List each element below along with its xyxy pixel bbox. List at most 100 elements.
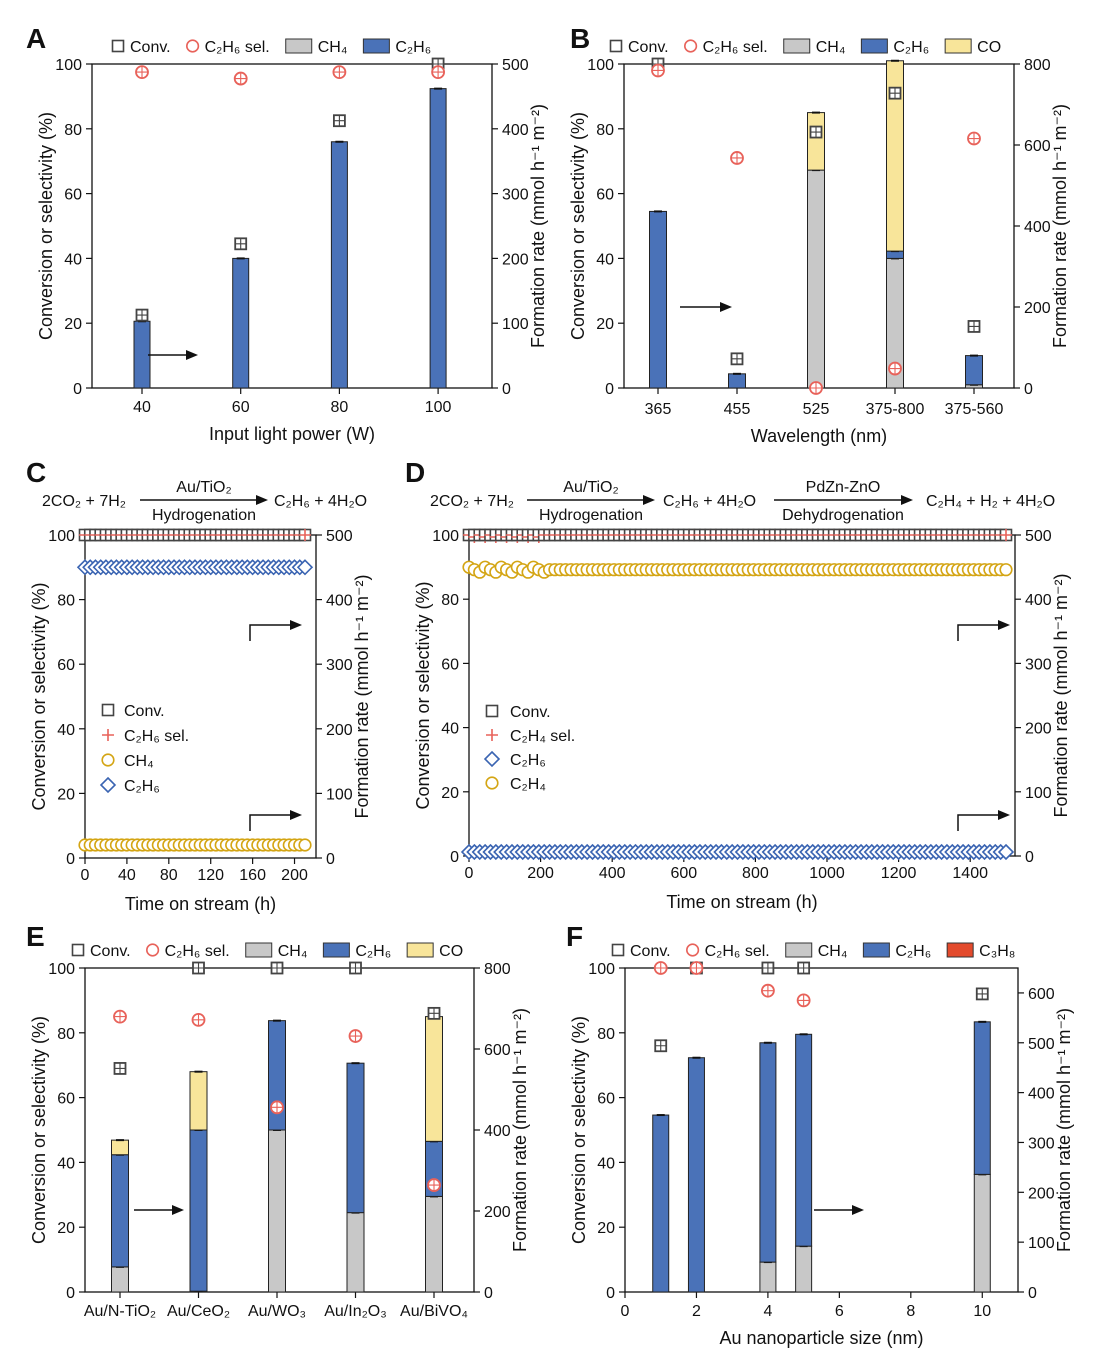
legend-item: Conv. <box>609 39 669 56</box>
legend: Conv. C₂H₆ sel. CH₄ C₂H₆ CO <box>71 942 463 960</box>
bar-c2h6 <box>133 320 151 389</box>
y2-tick-label: 0 <box>1025 849 1034 866</box>
legend-item: C₂H₄ <box>485 776 546 793</box>
panel-e: E 0 20 40 60 80 100 0 200 400 600 800 Conversion or … <box>26 921 530 1320</box>
x-tick-label: 0 <box>465 865 474 882</box>
bar-ch4 <box>795 1245 813 1293</box>
circle-marker <box>186 39 200 53</box>
panel-b: B 0 20 40 60 80 100 0 200 400 600 800 Conversion or … <box>568 23 1070 446</box>
axis-arrow-line <box>957 814 1000 831</box>
sel-errorbar <box>761 984 774 997</box>
y-axis-label: Conversion or selectivity (%) <box>413 581 433 809</box>
y2-axis-label: Formation rate (mmol h⁻¹ m⁻²) <box>1051 573 1071 817</box>
y2-axis-label: Formation rate (mmol h⁻¹ m⁻²) <box>352 574 372 818</box>
axis-arrow-line <box>957 624 1000 641</box>
y-tick-label: 0 <box>606 1285 615 1302</box>
circle-marker <box>999 563 1013 577</box>
bar-c2h6 <box>429 88 447 389</box>
y-tick-label: 20 <box>57 786 75 803</box>
legend-label: C₂H₆ <box>395 39 431 56</box>
legend-item: CO <box>406 942 463 960</box>
reaction-equation: 2CO₂ + 7H₂ Au/TiO₂ Hydrogenation C₂H₆ + 4H₂… <box>430 479 1055 524</box>
bar-ch4 <box>111 1266 129 1293</box>
legend-swatch <box>245 942 273 958</box>
x-tick-label: Au/In₂O₃ <box>324 1303 387 1320</box>
sel-errorbar <box>349 1030 362 1043</box>
y2-tick-label: 400 <box>484 1123 511 1140</box>
y-tick-label: 60 <box>597 1091 615 1108</box>
panel-letter: E <box>26 921 45 952</box>
legend-label: Conv. <box>130 39 171 56</box>
equation-catalyst: Au/TiO₂ <box>563 479 618 496</box>
bar-c2h6 <box>886 250 904 259</box>
legend-label: C₂H₆ <box>895 943 931 960</box>
x-tick-label: 0 <box>81 867 90 884</box>
y2-tick-label: 200 <box>1028 1185 1055 1202</box>
legend-item: C₂H₆ sel. <box>686 943 770 960</box>
legend-item: C₂H₆ sel. <box>146 943 230 960</box>
bar-c2h6 <box>189 1129 208 1292</box>
x-tick-label: 2 <box>692 1303 701 1320</box>
circle-marker <box>298 838 312 852</box>
bar-c2h6 <box>687 1057 705 1293</box>
equation-catalyst: Au/TiO₂ <box>176 479 231 496</box>
axis-arrow-line <box>249 814 292 831</box>
x-tick-label: Au/N-TiO₂ <box>84 1303 156 1320</box>
panel-d: D 2CO₂ + 7H₂ Au/TiO₂ Hydrogenation C₂H₆ + 4H… <box>405 457 1071 912</box>
points <box>135 57 446 322</box>
conv-marker <box>111 39 125 53</box>
legend-label: CO <box>977 39 1001 56</box>
x-tick-label: 120 <box>197 867 224 884</box>
legend-swatch <box>946 942 974 958</box>
y2-axis-label: Formation rate (mmol h⁻¹ m⁻²) <box>1050 104 1070 348</box>
y2-tick-label: 400 <box>1028 1086 1055 1103</box>
y2-tick-label: 800 <box>484 961 511 978</box>
bar-c2h6 <box>965 355 983 386</box>
y-tick-label: 40 <box>57 722 75 739</box>
legend-label: C₂H₆ sel. <box>124 728 189 745</box>
x-axis-label: Input light power (W) <box>209 424 375 444</box>
y2-tick-label: 0 <box>1024 381 1033 398</box>
y2-tick-label: 600 <box>1028 986 1055 1003</box>
x-tick-label: 375-800 <box>866 401 925 418</box>
y-tick-label: 0 <box>450 849 459 866</box>
y2-tick-label: 400 <box>326 593 353 610</box>
legend-item: Conv. <box>485 704 551 721</box>
y2-tick-label: 0 <box>1028 1285 1037 1302</box>
diamond-marker <box>296 559 314 576</box>
y-tick-label: 60 <box>596 187 614 204</box>
y-tick-label: 100 <box>48 528 75 545</box>
legend-label: C₂H₄ sel. <box>510 728 575 745</box>
sel-errorbar <box>136 66 148 79</box>
y-tick-label: 0 <box>66 851 75 868</box>
legend-item: C₂H₆ sel. <box>102 728 189 745</box>
x-tick-label: 10 <box>973 1303 991 1320</box>
x-axis-label: Time on stream (h) <box>666 892 817 912</box>
x-tick-label: 200 <box>527 865 554 882</box>
sel-errorbar <box>114 1010 126 1023</box>
legend-item: CH₄ <box>783 38 845 56</box>
bar-c2h6 <box>652 1114 670 1293</box>
y-tick-label: 40 <box>596 251 614 268</box>
circle-marker <box>684 39 698 53</box>
legend-swatch <box>322 942 350 958</box>
bar-co <box>189 1071 208 1131</box>
x-tick-label: Au/BiVO₄ <box>400 1303 468 1320</box>
bar-ch4 <box>425 1195 443 1293</box>
legend-label: CH₄ <box>278 943 308 960</box>
legend-swatch <box>362 38 390 54</box>
sel-errorbar <box>271 1101 283 1114</box>
x-tick-label: 0 <box>621 1303 630 1320</box>
legend-item: CH₄ <box>785 942 847 960</box>
bar-c2h6 <box>759 1042 777 1263</box>
conv-marker <box>71 943 85 957</box>
x-tick-label: 1000 <box>809 865 845 882</box>
x-axis-label: Time on stream (h) <box>125 894 276 914</box>
legend-swatch <box>406 942 434 958</box>
conv-errorbar <box>350 962 361 974</box>
y2-tick-label: 300 <box>1028 1135 1055 1152</box>
sel-errorbar <box>654 962 667 974</box>
x-tick-label: 100 <box>425 399 452 416</box>
legend-item: Conv. <box>101 703 165 720</box>
